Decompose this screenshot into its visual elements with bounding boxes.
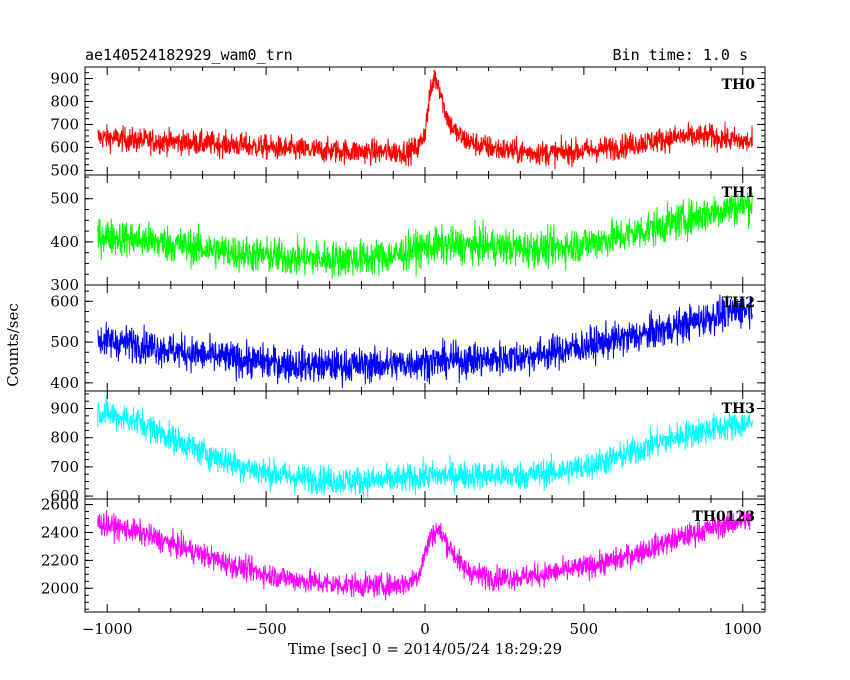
bin-time-label: Bin time: 1.0 s xyxy=(613,46,748,64)
x-tick-label: 1000 xyxy=(724,620,762,638)
panel-label-th0: TH0 xyxy=(722,77,756,93)
panel-label-th2: TH2 xyxy=(722,295,755,311)
y-tick-label: 500 xyxy=(50,333,79,351)
series-line-th0 xyxy=(97,69,753,170)
panel-label-th3: TH3 xyxy=(722,401,755,417)
y-tick-label: 900 xyxy=(50,69,79,87)
x-tick-label: −1000 xyxy=(82,620,133,638)
y-tick-label: 300 xyxy=(50,276,79,294)
y-tick-label: 700 xyxy=(50,115,79,133)
panel-frame xyxy=(84,66,766,176)
y-tick-label: 700 xyxy=(50,458,79,476)
chart-title: ae140524182929_wam0_trn xyxy=(85,46,293,64)
y-tick-label: 900 xyxy=(50,400,79,418)
y-tick-label: 600 xyxy=(50,138,79,156)
y-tick-label: 2000 xyxy=(41,579,79,597)
x-tick-label: −500 xyxy=(246,620,287,638)
series-line-th3 xyxy=(97,395,753,499)
y-tick-label: 500 xyxy=(50,190,79,208)
panel-th1: 300 400 500 TH1 xyxy=(50,174,766,294)
x-axis-label: Time [sec] 0 = 2014/05/24 18:29:29 xyxy=(288,640,562,658)
y-tick-label: 600 xyxy=(50,292,79,310)
y-tick-label: 800 xyxy=(50,429,79,447)
y-axis-label: Counts/sec xyxy=(4,303,22,387)
x-tick-label: 500 xyxy=(570,620,599,638)
panel-label-th1: TH1 xyxy=(722,185,755,201)
series-line-th2 xyxy=(97,294,753,388)
series-line-th1 xyxy=(97,188,753,279)
y-tick-label: 600 xyxy=(50,487,79,505)
x-tick-label: 0 xyxy=(420,620,430,638)
y-tick-label: 800 xyxy=(50,92,79,110)
panel-th0123: 2000 2200 2400 2600 TH0123 xyxy=(41,496,766,613)
panel-th2: 400 500 600 TH2 xyxy=(50,284,766,392)
y-tick-label: 2200 xyxy=(41,551,79,569)
panels-group: 500 600 700 800 900 TH0 300 400 500 TH1 400 500 600 T… xyxy=(41,66,766,638)
y-tick-label: 500 xyxy=(50,161,79,179)
panel-th3: 600 700 800 900 TH3 xyxy=(50,390,766,505)
y-tick-label: 400 xyxy=(50,374,79,392)
y-tick-label: 400 xyxy=(50,233,79,251)
panel-th0: 500 600 700 800 900 TH0 xyxy=(50,66,766,179)
y-tick-label: 2600 xyxy=(41,496,79,514)
panel-label-th0123: TH0123 xyxy=(692,509,755,525)
y-tick-label: 2400 xyxy=(41,523,79,541)
series-line-th0123 xyxy=(97,509,753,601)
